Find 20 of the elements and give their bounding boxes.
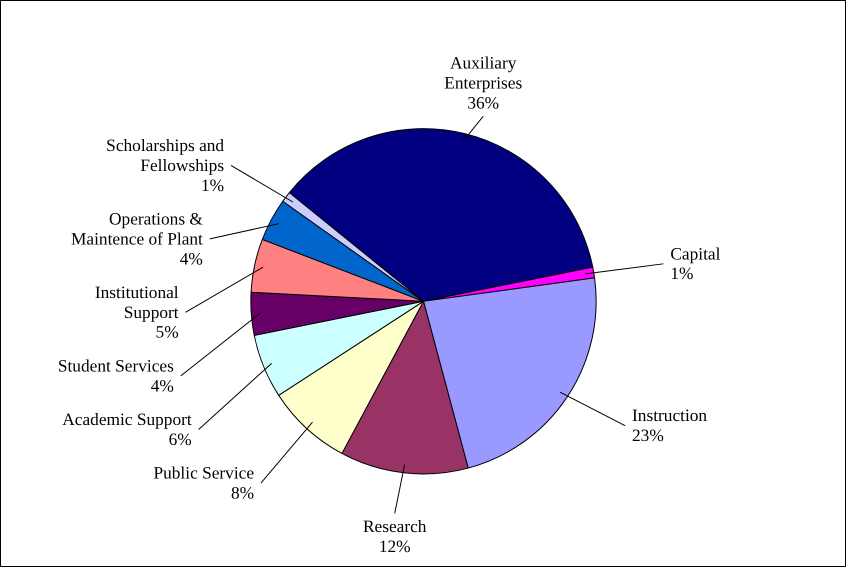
slice-label: Institutional Support <box>94 282 179 322</box>
slice-label: Auxiliary Enterprises <box>444 54 522 93</box>
data-label: 36% <box>467 93 500 112</box>
data-label: 4% <box>150 376 174 396</box>
data-label: 1% <box>670 264 694 284</box>
slice-label: Public Service <box>153 464 254 483</box>
slice-label: Capital <box>670 244 721 264</box>
slice-label: Research <box>362 517 427 536</box>
slice-label: Academic Support <box>62 410 192 430</box>
data-label: 12% <box>378 537 411 556</box>
data-label: 23% <box>632 426 664 446</box>
data-label: 5% <box>156 322 179 342</box>
data-label: 6% <box>168 430 192 449</box>
slice-label: Instruction <box>632 406 708 426</box>
slice-label: Operations & Maintence of Plant <box>71 210 204 248</box>
data-label: 4% <box>180 249 203 268</box>
data-label: 1% <box>200 176 224 195</box>
slice-label: Scholarships and Fellowships <box>106 136 224 175</box>
slice-label: Student Services <box>58 356 174 376</box>
data-label: 8% <box>230 484 254 502</box>
